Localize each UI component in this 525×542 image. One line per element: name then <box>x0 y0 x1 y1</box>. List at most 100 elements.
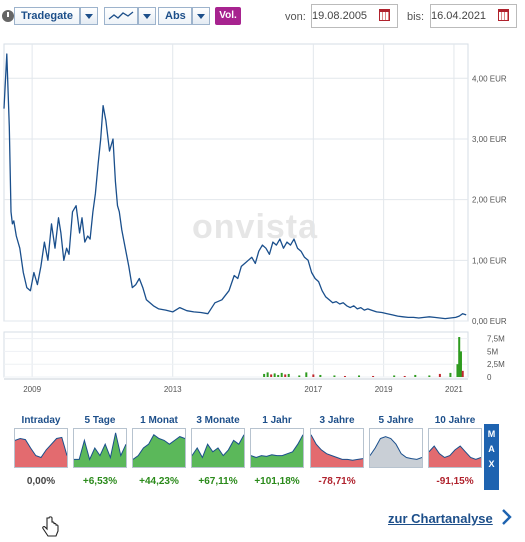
timeframe-label: 3 Monate <box>196 415 240 426</box>
clock-icon[interactable] <box>2 10 14 22</box>
volume-bar <box>358 375 361 377</box>
timeframe-tile[interactable]: 3 Jahre -78,71% <box>309 412 365 492</box>
timeframe-label: 10 Jahre <box>434 415 476 426</box>
timeframe-change: -91,15% <box>436 476 474 487</box>
timeframe-change: 0,00% <box>26 476 56 487</box>
timeframe-sparkline <box>14 428 68 468</box>
timeframe-tile[interactable]: 1 Jahr +101,18% <box>249 412 305 492</box>
volume-bar <box>461 370 464 377</box>
timeframe-sparkline <box>191 428 245 468</box>
volume-bar <box>333 375 336 377</box>
timeframe-label: 5 Jahre <box>378 415 414 426</box>
timeframe-sparkline <box>73 428 127 468</box>
year-tick-label: 2019 <box>375 385 393 394</box>
timeframe-tiles: Intraday 0,00% 5 Tage +6,53% 1 Monat +44,23% 3… <box>0 412 525 492</box>
chart-type-select[interactable] <box>104 7 138 25</box>
volume-bar <box>305 372 308 377</box>
sparkline-area <box>251 434 303 467</box>
volume-bar <box>270 374 273 377</box>
volume-bar <box>266 372 269 377</box>
price-tick-label: 0,00 EUR <box>472 317 507 326</box>
max-timeframe-button[interactable]: M A X <box>484 424 499 490</box>
volume-bar <box>372 375 375 377</box>
timeframe-label: 5 Tage <box>84 415 116 426</box>
volume-bar <box>263 373 266 377</box>
chart-type-dropdown-button[interactable] <box>138 7 156 25</box>
timeframe-change: +67,11% <box>198 476 238 487</box>
calendar-icon[interactable] <box>498 9 509 21</box>
timeframe-tile[interactable]: 5 Tage +6,53% <box>72 412 128 492</box>
chevron-right-icon[interactable] <box>500 507 514 527</box>
price-tick-label: 2,00 EUR <box>472 196 507 205</box>
scale-select[interactable]: Abs <box>158 7 192 25</box>
sparkline-line <box>133 433 185 460</box>
timeframe-change: +44,23% <box>139 476 179 487</box>
volume-bar <box>458 337 461 377</box>
volume-tick-label: 5M <box>487 347 498 356</box>
timeframe-sparkline <box>428 428 482 468</box>
sparkline-line <box>311 434 363 461</box>
timeframe-sparkline <box>369 428 423 468</box>
sparkline-line <box>429 445 481 460</box>
volume-bar <box>287 373 290 377</box>
volume-bar <box>277 374 280 377</box>
sparkline-line <box>74 432 126 461</box>
volume-bar <box>414 374 417 377</box>
volume-bar <box>428 375 431 377</box>
timeframe-tile[interactable]: 10 Jahre -91,15% <box>427 412 483 492</box>
volume-bar <box>343 375 346 377</box>
calendar-icon[interactable] <box>379 9 390 21</box>
timeframe-tile[interactable]: 3 Monate +67,11% <box>190 412 246 492</box>
exchange-select[interactable]: Tradegate <box>14 7 80 25</box>
timeframe-tile[interactable]: Intraday 0,00% <box>13 412 69 492</box>
volume-bar <box>459 351 462 377</box>
volume-toggle-button[interactable]: Vol. <box>215 7 241 25</box>
timeframe-tile[interactable]: 5 Jahre <box>368 412 424 492</box>
year-tick-label: 2021 <box>445 385 463 394</box>
timeframe-sparkline <box>310 428 364 468</box>
sparkline-line <box>370 436 422 460</box>
price-tick-label: 1,00 EUR <box>472 256 507 265</box>
timeframe-change: +6,53% <box>82 476 118 487</box>
chart-toolbar: Tradegate Abs Vol. von: 19.08.2005 bis: … <box>0 0 525 32</box>
from-date-field[interactable]: 19.08.2005 <box>311 4 398 28</box>
volume-tick-label: 0 <box>487 373 492 382</box>
volume-bar <box>449 372 452 377</box>
volume-bar <box>298 375 301 377</box>
sparkline-area <box>133 434 185 467</box>
max-button-letter-x: X <box>488 459 495 469</box>
timeframe-tile[interactable]: 1 Monat +44,23% <box>131 412 187 492</box>
price-tick-label: 3,00 EUR <box>472 135 507 144</box>
sparkline-area <box>192 434 244 467</box>
sparkline-area <box>311 434 363 467</box>
volume-bar <box>280 372 283 377</box>
price-tick-label: 4,00 EUR <box>472 74 507 83</box>
volume-tick-label: 2,5M <box>487 360 505 369</box>
line-chart-icon <box>108 11 134 20</box>
volume-bar <box>438 373 441 377</box>
sparkline-line <box>15 436 67 459</box>
onvista-watermark: onvista <box>192 208 319 246</box>
max-button-letter-m: M <box>487 429 496 439</box>
timeframe-change: -78,71% <box>318 476 356 487</box>
volume-tick-label: 7,5M <box>487 335 505 344</box>
volume-bar <box>284 374 287 377</box>
volume-bar <box>319 374 322 377</box>
volume-bar <box>393 375 396 377</box>
timeframe-label: 1 Jahr <box>262 415 292 426</box>
exchange-dropdown-button[interactable] <box>80 7 98 25</box>
sparkline-area <box>74 432 126 467</box>
volume-bar <box>403 375 406 377</box>
scale-dropdown-button[interactable] <box>192 7 210 25</box>
sparkline-line <box>192 434 244 459</box>
year-tick-label: 2017 <box>304 385 322 394</box>
timeframe-label: 1 Monat <box>140 415 178 426</box>
price-series-line <box>3 53 467 320</box>
timeframe-sparkline <box>250 428 304 468</box>
year-tick-label: 2013 <box>164 385 182 394</box>
price-chart[interactable]: 4,00 EUR 3,00 EUR 2,00 EUR 1,00 EUR 0,00 EUR… <box>0 40 525 402</box>
price-panel-frame <box>3 43 469 322</box>
to-date-field[interactable]: 16.04.2021 <box>430 4 517 28</box>
timeframe-sparkline <box>132 428 186 468</box>
chart-analysis-link[interactable]: zur Chartanalyse <box>388 511 493 526</box>
